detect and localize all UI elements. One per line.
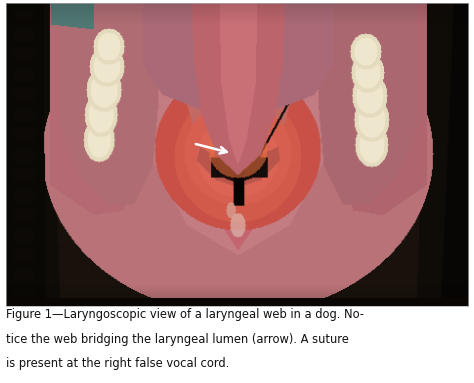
Text: is present at the right false vocal cord.: is present at the right false vocal cord… <box>6 357 229 370</box>
Text: tice the web bridging the laryngeal lumen (arrow). A suture: tice the web bridging the laryngeal lume… <box>6 333 348 346</box>
Text: Figure 1—Laryngoscopic view of a laryngeal web in a dog. No-: Figure 1—Laryngoscopic view of a larynge… <box>6 308 364 321</box>
